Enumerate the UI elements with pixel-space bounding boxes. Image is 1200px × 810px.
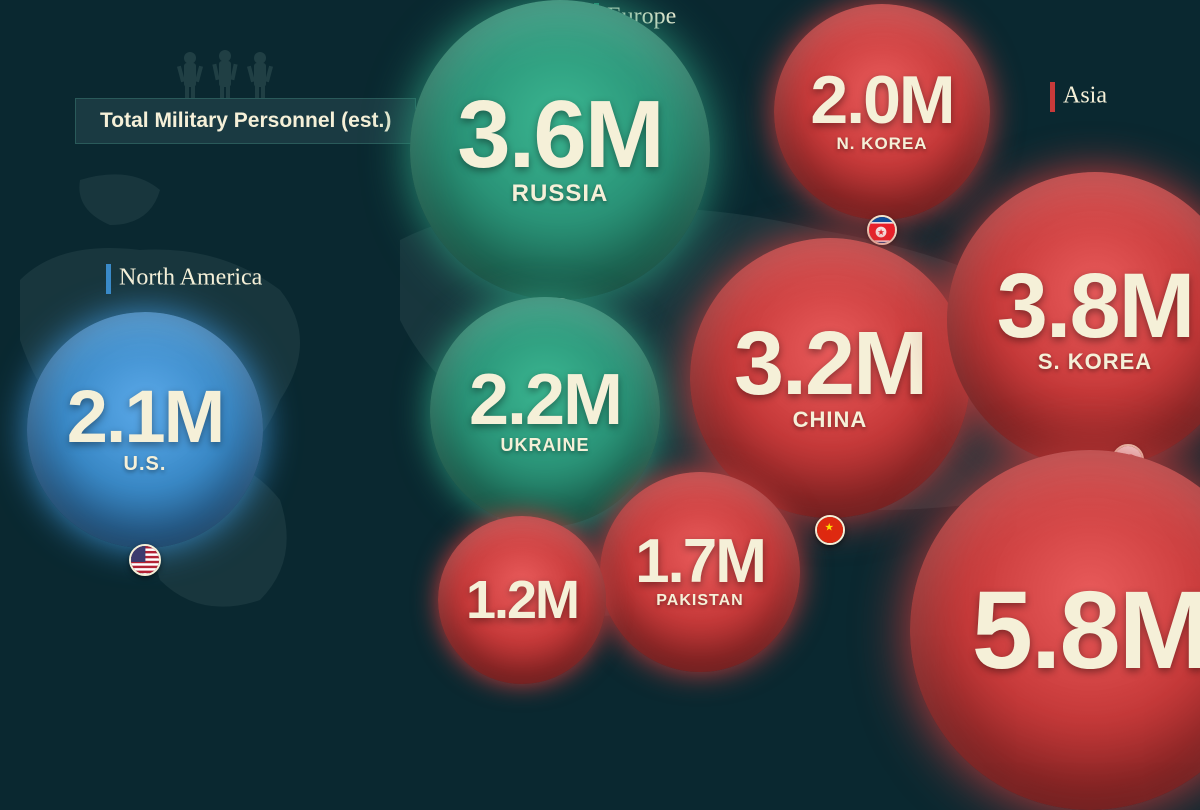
bubble-country: N. KOREA [836, 134, 927, 154]
region-label-text: Asia [1063, 83, 1107, 109]
svg-text:★: ★ [825, 522, 835, 534]
bubble-u-s-: 2.1M U.S. [27, 312, 263, 548]
bubble-russia: 3.6M RUSSIA [410, 0, 710, 300]
region-tick-icon [1050, 82, 1055, 112]
title-box: Total Military Personnel (est.) [75, 98, 416, 144]
bubble-value: 3.2M [734, 324, 926, 405]
flag-us-icon [129, 544, 161, 576]
region-label: Asia [1050, 82, 1107, 112]
soldiers-icon [165, 48, 285, 104]
bubble-country: RUSSIA [512, 180, 609, 208]
bubble-value: 3.8M [997, 265, 1194, 348]
title-text: Total Military Personnel (est.) [100, 109, 391, 132]
bubble-value: 1.7M [635, 534, 765, 590]
bubble-china: 3.2M CHINA [690, 238, 970, 518]
flag-nkorea-icon: ★ [867, 215, 897, 245]
bubble-ukraine: 2.2M UKRAINE [430, 297, 660, 527]
bubble-value: 2.1M [67, 384, 224, 451]
bubble-country: UKRAINE [500, 435, 589, 456]
bubble-partial: 1.2M [438, 516, 606, 684]
bubble-value: 5.8M [972, 581, 1200, 680]
bubble-n-korea: 2.0M N. KOREA [774, 4, 990, 220]
bubble-value: 3.6M [457, 92, 662, 178]
region-label-text: North America [119, 265, 262, 291]
region-tick-icon [106, 264, 111, 294]
bubble-pakistan: 1.7M PAKISTAN [600, 472, 800, 672]
bubble-country: PAKISTAN [656, 592, 743, 610]
flag-china-icon: ★ [815, 515, 845, 545]
bubble-value: 2.0M [810, 70, 953, 131]
bubble-country: U.S. [124, 453, 167, 476]
bubble-value: 2.2M [469, 368, 621, 433]
bubble-value: 1.2M [466, 576, 578, 625]
svg-text:★: ★ [877, 227, 885, 237]
region-label: North America [106, 264, 262, 294]
bubble-country: S. KOREA [1038, 349, 1152, 375]
bubble-country: CHINA [793, 407, 868, 433]
